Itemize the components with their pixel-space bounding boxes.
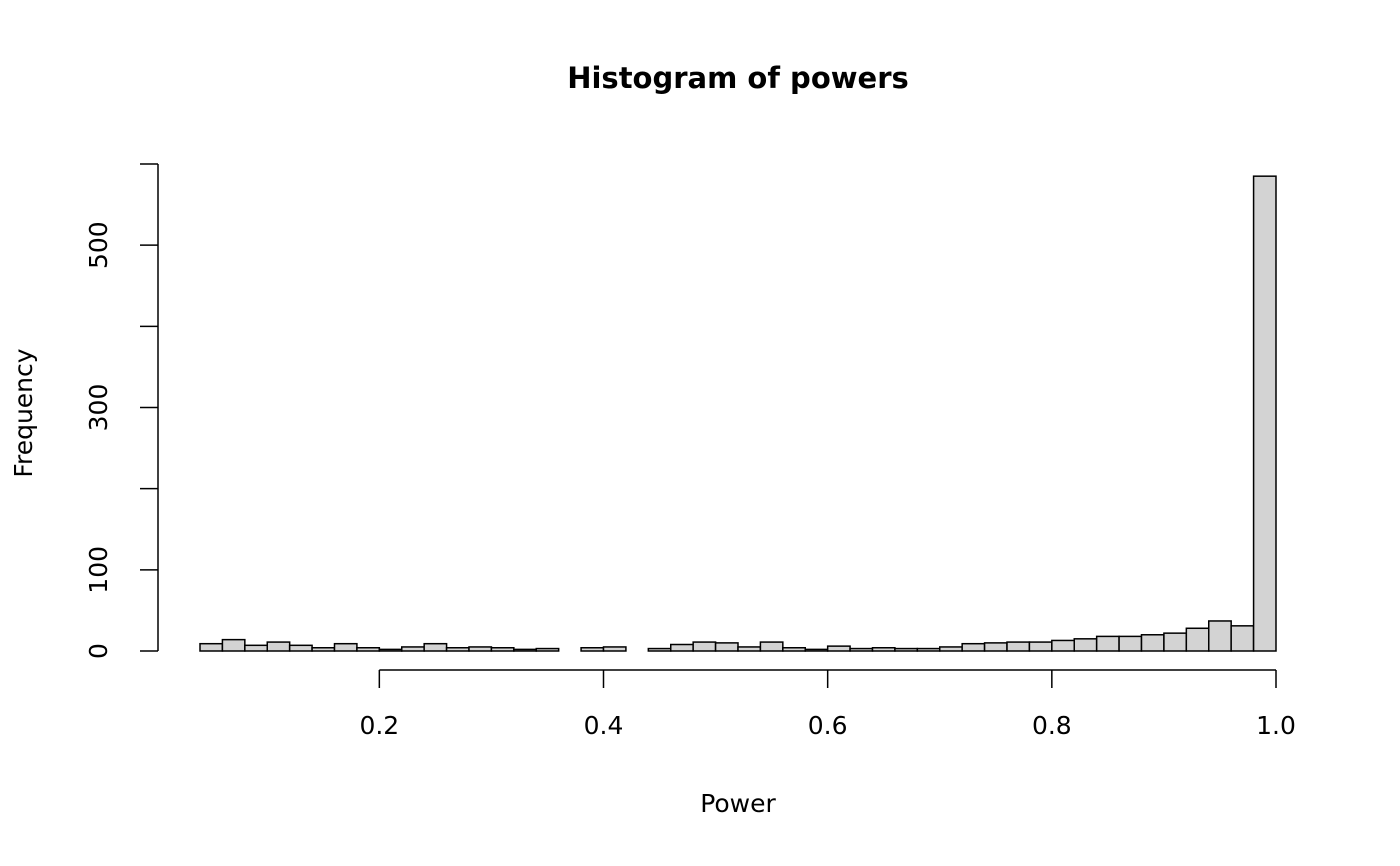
bar: [939, 646, 963, 652]
bar: [423, 642, 448, 652]
bar: [266, 641, 291, 652]
bar: [670, 643, 694, 652]
bar: [1028, 641, 1053, 652]
bar: [1095, 635, 1120, 652]
x-axis-label: Power: [700, 789, 776, 818]
bar: [737, 646, 762, 652]
bar: [782, 647, 806, 652]
bar: [983, 642, 1008, 652]
bar: [849, 647, 874, 652]
bar: [1252, 175, 1277, 652]
bar: [535, 647, 560, 652]
bar: [1163, 632, 1188, 652]
bar: [580, 647, 605, 652]
bar: [647, 647, 672, 652]
bar: [961, 642, 986, 652]
bar: [1118, 635, 1143, 652]
y-tick-label: 300: [84, 384, 113, 432]
bar: [1051, 639, 1076, 652]
bar: [378, 648, 403, 652]
x-tick-label: 0.4: [584, 711, 624, 740]
bar: [602, 646, 627, 652]
x-tick-label: 0.2: [359, 711, 399, 740]
bar: [401, 646, 425, 652]
bar: [1073, 638, 1098, 652]
bar: [445, 647, 470, 652]
y-axis-label: Frequency: [9, 348, 38, 477]
bar: [333, 642, 358, 652]
bar: [826, 645, 851, 652]
y-tick-label: 100: [84, 546, 113, 594]
bar: [1140, 634, 1165, 652]
x-tick-label: 0.6: [808, 711, 848, 740]
bar: [221, 638, 246, 652]
bar: [804, 648, 829, 652]
y-tick-label: 500: [84, 221, 113, 269]
bar: [1006, 641, 1031, 652]
bar: [759, 641, 784, 652]
bar: [468, 646, 493, 652]
bar: [356, 647, 381, 652]
bar: [513, 648, 537, 652]
bar: [871, 647, 896, 652]
bar: [1208, 620, 1232, 652]
bar: [490, 647, 515, 652]
chart-title: Histogram of powers: [567, 61, 909, 95]
bar: [714, 642, 739, 652]
bar: [288, 644, 313, 652]
bar: [894, 647, 919, 652]
bar: [1185, 627, 1210, 652]
x-tick-label: 1.0: [1256, 711, 1296, 740]
x-tick-label: 0.8: [1032, 711, 1072, 740]
bar: [311, 647, 336, 652]
bar: [916, 647, 941, 652]
y-tick-label: 0: [84, 643, 113, 659]
bar: [199, 642, 224, 652]
bar: [692, 641, 717, 652]
bar: [1230, 625, 1255, 652]
bar: [244, 644, 268, 652]
